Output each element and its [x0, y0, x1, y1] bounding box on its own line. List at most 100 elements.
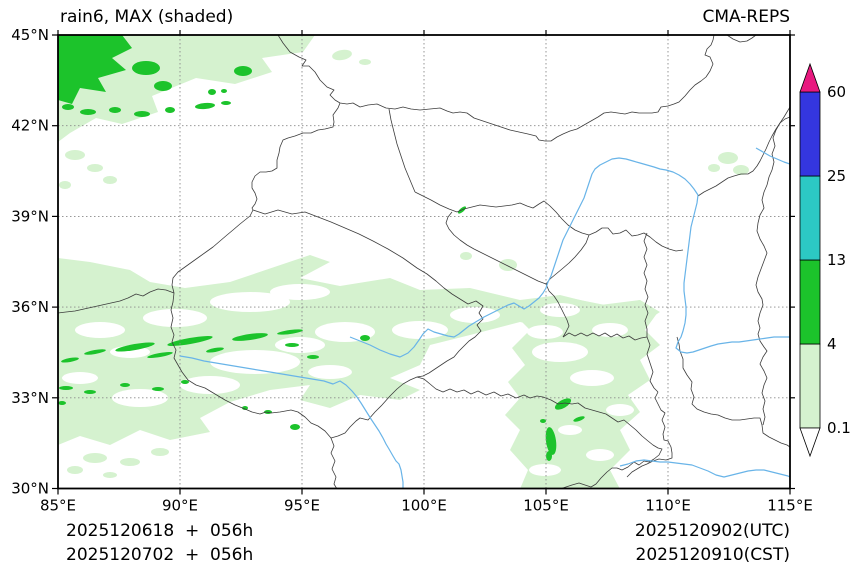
colorbar-label: 13	[827, 251, 846, 269]
precip-gap	[62, 372, 98, 384]
precip-heavy-streak	[120, 383, 130, 387]
precip-heavy-streak	[181, 380, 189, 384]
precip-heavy-streak	[573, 416, 585, 422]
province-boundary	[277, 35, 715, 142]
precip-light-spot	[120, 458, 140, 466]
precip-heavy-streak	[62, 104, 74, 110]
province-boundary	[726, 35, 757, 43]
river	[755, 147, 790, 165]
precip-heavy-streak	[546, 451, 552, 461]
precip-heavy-streak	[234, 66, 252, 76]
plot-title: rain6, MAX (shaded)	[60, 7, 234, 27]
province-boundary	[445, 211, 547, 285]
x-tick-label: 110°E	[645, 497, 691, 515]
precip-heavy-streak	[59, 386, 73, 390]
valid-time-utc: 2025120902(UTC)	[634, 521, 790, 541]
y-tick-label: 36°N	[11, 298, 49, 316]
precip-gap	[308, 365, 352, 379]
precip-gap	[540, 303, 580, 317]
x-tick-label: 85°E	[40, 497, 76, 515]
province-boundary	[58, 288, 175, 314]
init-time-line-2: 2025120702 + 056h	[66, 545, 254, 565]
precip-light-spot	[708, 164, 720, 172]
init-time-line-1: 2025120618 + 056h	[66, 521, 254, 541]
precip-gap	[606, 404, 634, 416]
province-boundary	[545, 234, 590, 338]
precip-gap	[527, 325, 563, 339]
model-name-label: CMA-REPS	[702, 7, 790, 27]
colorbar-over-arrow	[799, 62, 821, 93]
province-boundary	[646, 336, 659, 393]
precip-gap	[270, 284, 330, 300]
precip-heavy-streak	[221, 89, 227, 93]
x-tick-label: 105°E	[523, 497, 569, 515]
precip-heavy-streak	[84, 349, 106, 355]
precip-heavy-streak	[307, 355, 319, 359]
colorbar-segment	[799, 343, 821, 429]
province-boundary	[252, 209, 484, 378]
precip-heavy-streak	[285, 343, 299, 347]
precip-gap	[570, 370, 614, 386]
precip-heavy-streak	[195, 102, 215, 110]
precip-gap	[450, 307, 500, 323]
precip-gap	[558, 425, 582, 435]
precip-light-spot	[103, 176, 117, 184]
colorbar-segment	[799, 91, 821, 177]
precip-heavy-streak	[232, 333, 268, 341]
colorbar-label: 4	[827, 335, 837, 353]
precip-gap	[392, 321, 448, 339]
colorbar-label: 60	[827, 83, 846, 101]
province-boundary	[414, 191, 684, 252]
y-tick-label: 45°N	[11, 26, 49, 44]
precip-heavy-region	[58, 35, 132, 104]
precip-gap	[75, 322, 125, 338]
precip-heavy-streak	[360, 335, 370, 341]
x-tick-label: 115°E	[767, 497, 813, 515]
province-boundary	[779, 116, 790, 124]
province-boundary	[388, 108, 416, 193]
colorbar-segment	[799, 259, 821, 345]
precip-light-spot	[359, 59, 371, 65]
precip-heavy-streak	[115, 342, 155, 352]
colorbar-label: 25	[827, 167, 846, 185]
y-tick-label: 30°N	[11, 480, 49, 498]
precip-gap	[210, 423, 250, 437]
precip-heavy-streak	[132, 61, 160, 75]
precip-light-spot	[87, 164, 103, 172]
precip-light-spot	[65, 150, 85, 160]
precip-heavy-streak	[167, 336, 213, 346]
precip-heavy-streak	[80, 109, 96, 115]
province-boundary	[755, 122, 781, 426]
precip-heavy-streak	[208, 89, 216, 95]
river	[179, 355, 404, 489]
precip-light-region	[58, 35, 315, 142]
province-boundary	[171, 102, 341, 294]
map-plot-area	[58, 35, 790, 489]
precip-heavy-streak	[554, 398, 572, 410]
precip-gap	[529, 464, 561, 476]
colorbar-under-arrow	[799, 427, 821, 458]
precip-gap	[275, 337, 325, 353]
precip-light-spot	[83, 453, 107, 463]
x-tick-label: 95°E	[284, 497, 320, 515]
precip-gap	[143, 309, 207, 327]
precip-heavy-streak	[152, 387, 164, 391]
precip-heavy-streak	[154, 81, 172, 91]
precip-light-spot	[733, 165, 749, 175]
province-boundary	[697, 106, 790, 197]
precip-light-region	[58, 255, 660, 445]
precip-light-spot	[332, 49, 352, 61]
precip-light-spot	[151, 448, 169, 456]
precip-gap	[532, 342, 588, 362]
precip-gap	[586, 449, 614, 461]
y-tick-label: 33°N	[11, 389, 49, 407]
precip-light-region	[505, 296, 660, 489]
precip-light-spot	[460, 252, 472, 260]
precip-heavy-streak	[242, 406, 248, 410]
precip-gap	[210, 350, 300, 374]
precip-light-spot	[67, 466, 83, 474]
precip-heavy-streak	[134, 111, 150, 117]
precip-light-spot	[103, 472, 117, 478]
